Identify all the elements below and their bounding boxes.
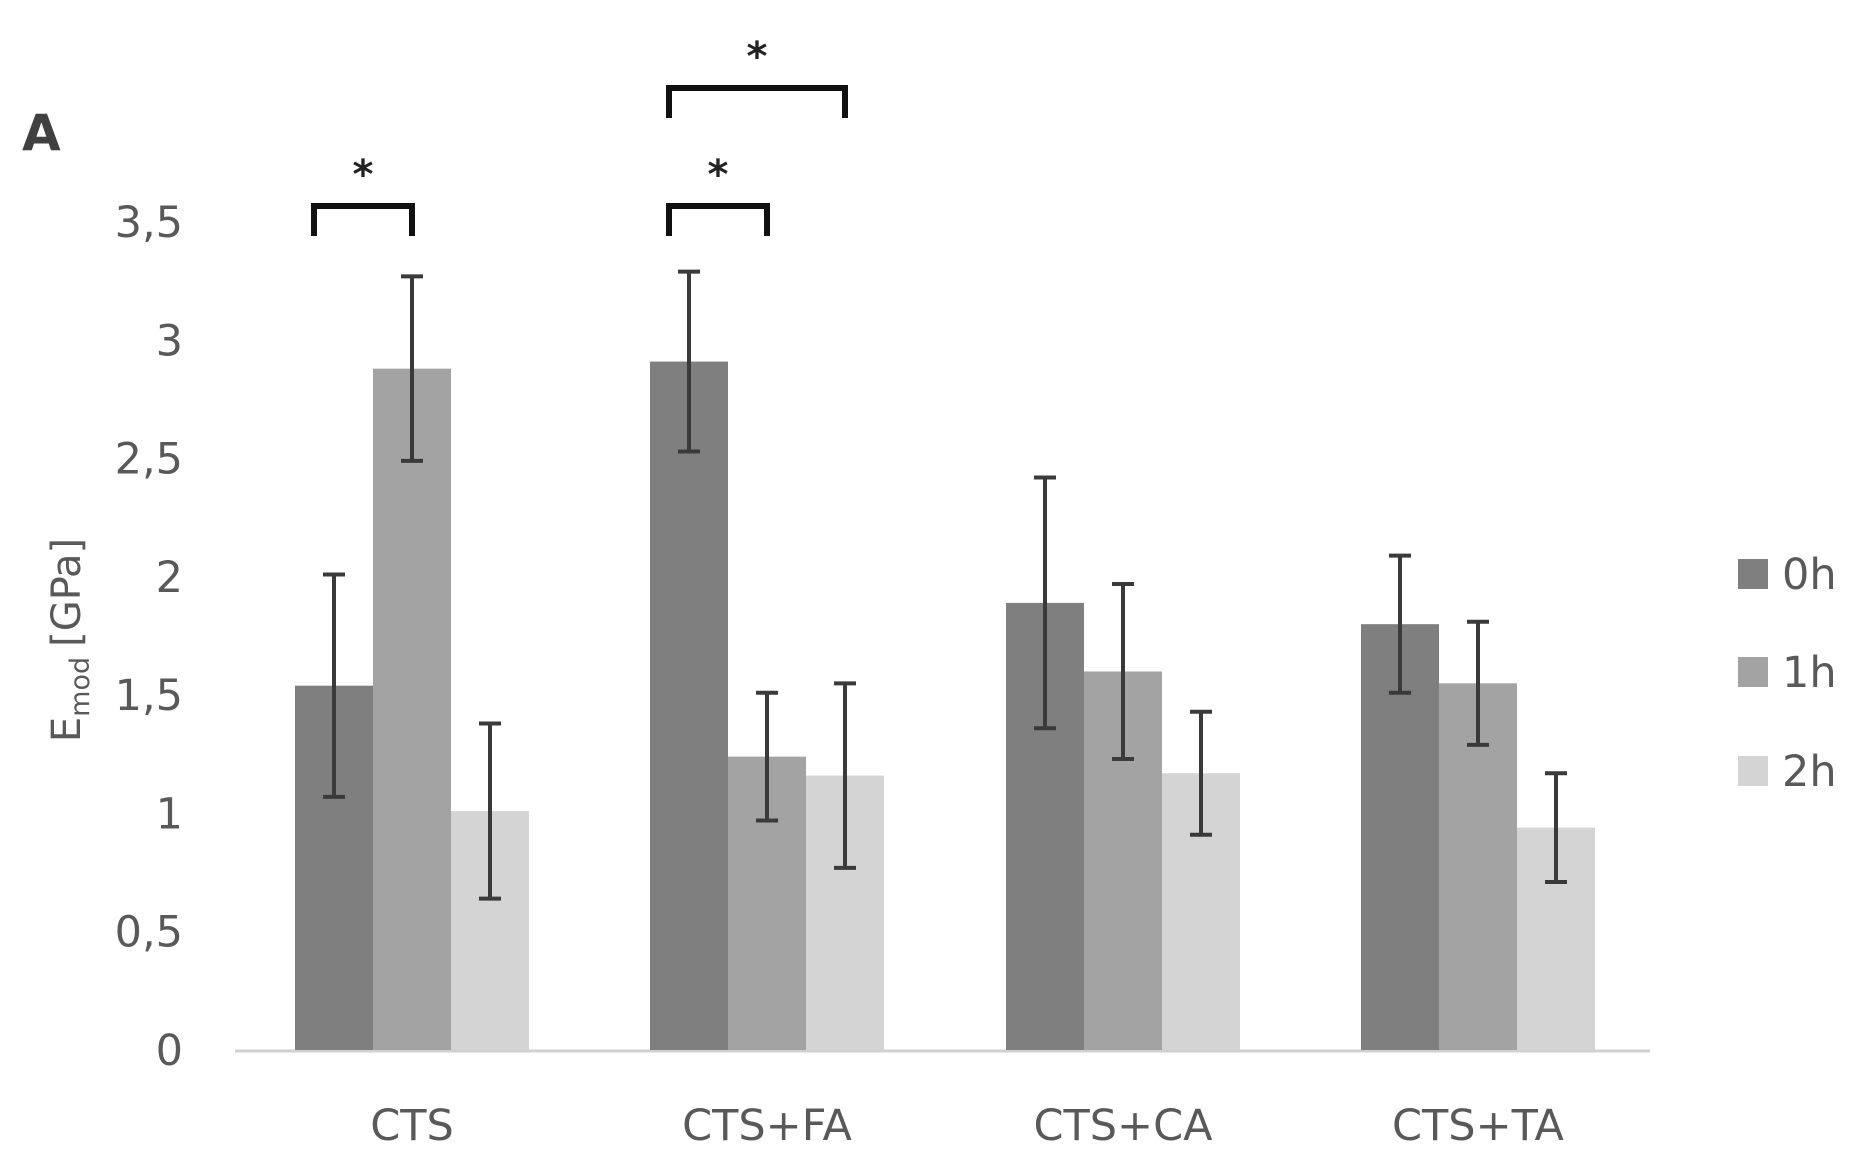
x-tick-label: CTS+CA: [1033, 1101, 1213, 1151]
y-tick-label: 2,5: [115, 435, 183, 485]
y-axis-label: Emod [GPa]: [44, 538, 96, 742]
bar-0h: [650, 361, 728, 1050]
error-bar: [1389, 553, 1411, 695]
error-bar: [1545, 771, 1567, 885]
y-tick-label: 1,5: [115, 671, 183, 721]
y-axis-label-main: E: [44, 717, 90, 742]
error-bar: [1467, 619, 1489, 747]
y-axis-label-subscript: mod: [65, 657, 96, 717]
y-axis-label-unit: [GPa]: [44, 538, 90, 647]
x-tick-label: CTS+FA: [682, 1101, 852, 1151]
bar-series: [295, 361, 1595, 1050]
significance-bracket: *: [311, 152, 415, 236]
significance-markers: * * *: [311, 34, 848, 236]
error-bar: [756, 690, 778, 823]
error-bars: [323, 269, 1567, 901]
error-bar: [834, 681, 856, 870]
error-bar: [479, 721, 501, 901]
legend-item-0h: 0h: [1738, 550, 1837, 600]
x-tick-label: CTS: [370, 1101, 454, 1151]
legend-swatch: [1738, 756, 1768, 786]
legend-swatch: [1738, 559, 1768, 589]
significance-star: *: [353, 152, 374, 198]
error-bar: [678, 269, 700, 454]
y-tick-label: 3,5: [115, 198, 183, 248]
y-axis-ticks: 0 0,5 1 1,5 2 2,5 3 3,5: [115, 198, 183, 1076]
legend-item-2h: 2h: [1738, 747, 1837, 797]
legend-label: 1h: [1782, 648, 1837, 698]
significance-bracket: *: [666, 152, 770, 236]
legend-item-1h: 1h: [1738, 648, 1837, 698]
error-bar: [401, 274, 423, 463]
x-axis-categories: CTS CTS+FA CTS+CA CTS+TA: [370, 1101, 1564, 1151]
legend-swatch: [1738, 657, 1768, 687]
error-bar: [1190, 709, 1212, 837]
y-tick-label: 3: [156, 316, 183, 366]
y-tick-label: 0,5: [115, 908, 183, 958]
significance-star: *: [747, 34, 768, 80]
significance-star: *: [708, 152, 729, 198]
significance-bracket: *: [666, 34, 848, 118]
legend-label: 0h: [1782, 550, 1837, 600]
svg-text:Emod[GPa]: Emod [GPa]: [44, 538, 96, 742]
error-bar: [1034, 475, 1056, 731]
error-bar: [323, 572, 345, 799]
bar-0h: [1361, 624, 1439, 1050]
y-tick-label: 0: [156, 1026, 183, 1076]
bar-1h: [373, 368, 451, 1050]
y-tick-label: 2: [156, 553, 183, 603]
legend-label: 2h: [1782, 747, 1837, 797]
panel-label: A: [22, 104, 61, 162]
y-tick-label: 1: [156, 789, 183, 839]
error-bar: [1112, 581, 1134, 762]
legend: 0h 1h 2h: [1738, 550, 1837, 797]
x-tick-label: CTS+TA: [1392, 1101, 1565, 1151]
